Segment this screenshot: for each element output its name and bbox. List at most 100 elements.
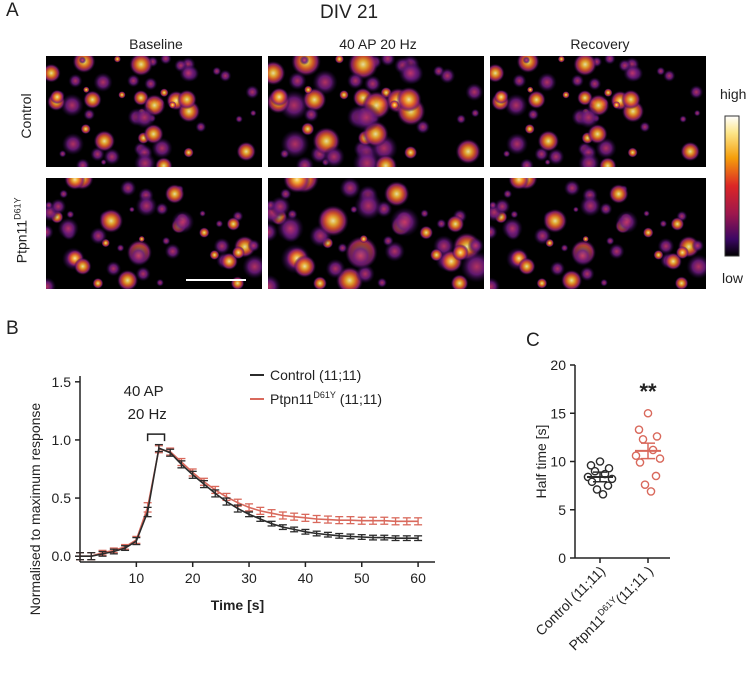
heatmap-spot bbox=[526, 86, 534, 94]
heatmap-spot bbox=[674, 276, 689, 289]
heatmap-spot bbox=[599, 157, 617, 167]
heatmap-spot bbox=[549, 261, 566, 277]
legend-label-tail: (11;11) bbox=[336, 391, 382, 407]
data-point bbox=[638, 435, 648, 444]
heatmap-spot bbox=[75, 158, 90, 167]
heatmap-spot bbox=[383, 181, 410, 207]
heatmap-tile bbox=[268, 178, 484, 289]
heatmap-spot bbox=[577, 106, 600, 129]
heatmap-spot bbox=[155, 157, 173, 167]
x-tick-label: 40 bbox=[298, 570, 314, 586]
heatmap-spot bbox=[587, 123, 608, 145]
heatmap-spot bbox=[92, 277, 104, 289]
heatmap-spot bbox=[116, 244, 125, 252]
heatmap-spot bbox=[268, 222, 278, 242]
heatmap-spot bbox=[195, 121, 207, 133]
x-tick-label: 10 bbox=[129, 570, 145, 586]
heatmap-spot bbox=[126, 74, 140, 88]
heatmap-spot bbox=[642, 227, 654, 238]
legend-label-sup: D61Y bbox=[313, 390, 336, 400]
heatmap-spot bbox=[127, 245, 150, 267]
heatmap-spot bbox=[209, 249, 220, 260]
heatmap-spot bbox=[156, 278, 164, 287]
x-tick-label: 60 bbox=[410, 570, 426, 586]
heatmap-spot bbox=[242, 254, 262, 279]
heatmap-spot bbox=[608, 243, 625, 260]
heatmap-spot bbox=[325, 258, 346, 279]
heatmap-spot bbox=[138, 235, 145, 243]
y-tick-label: 0.5 bbox=[52, 490, 72, 506]
data-point bbox=[635, 458, 645, 467]
heatmap-spot bbox=[504, 93, 528, 117]
heatmap-spot bbox=[508, 178, 530, 190]
heatmap-spot bbox=[93, 72, 113, 92]
heatmap-spot bbox=[61, 132, 85, 156]
data-point bbox=[652, 432, 662, 441]
legend-label-base: Ptpn11 bbox=[270, 391, 314, 407]
heatmap-spot bbox=[299, 56, 310, 66]
heatmap-spot bbox=[603, 88, 613, 98]
data-point bbox=[603, 481, 613, 490]
heatmap-spot bbox=[505, 132, 529, 156]
heatmap-spot bbox=[283, 178, 311, 194]
heatmap-spot bbox=[66, 210, 75, 219]
heatmap-spot bbox=[312, 276, 327, 289]
heatmap-spot bbox=[396, 86, 422, 113]
heatmap-spot bbox=[144, 77, 158, 91]
heatmap-spot bbox=[213, 237, 231, 255]
annotation-line1: 40 AP bbox=[124, 383, 164, 400]
colorbar-low-label: low bbox=[722, 270, 744, 286]
heatmap-spot bbox=[490, 224, 498, 240]
heatmap-spot bbox=[161, 236, 171, 246]
heatmap-spot bbox=[80, 123, 91, 135]
heatmap-spot bbox=[346, 72, 364, 90]
heatmap-spot bbox=[72, 56, 96, 74]
heatmap-spot bbox=[198, 227, 210, 238]
colorbar-high-label: high bbox=[720, 86, 747, 102]
heatmap-spot bbox=[219, 69, 232, 82]
heatmap-spot bbox=[304, 85, 313, 94]
heatmap-spot bbox=[612, 101, 621, 109]
heatmap-spot bbox=[560, 244, 569, 252]
heatmap-spot bbox=[659, 219, 668, 228]
heatmap-spot bbox=[82, 86, 90, 94]
heatmap-spot bbox=[359, 234, 368, 244]
y-tick-label: 0.0 bbox=[52, 548, 72, 564]
heatmap-spot bbox=[562, 91, 570, 99]
heatmap-spot bbox=[490, 277, 501, 289]
heatmap-spot bbox=[605, 236, 615, 246]
heatmap-spot bbox=[533, 227, 552, 245]
heatmap-spot bbox=[470, 108, 480, 118]
heatmap-spot bbox=[450, 274, 469, 289]
heatmap-spot bbox=[429, 248, 444, 262]
heatmap-spot bbox=[337, 242, 348, 254]
heatmap-spot bbox=[245, 85, 260, 100]
legend-label: Ptpn11D61Y (11;11) bbox=[270, 390, 382, 407]
heatmap-spot bbox=[390, 207, 420, 237]
heatmap-spot bbox=[93, 130, 116, 152]
heatmap-spot bbox=[293, 255, 317, 278]
column-title-recovery: Recovery bbox=[570, 36, 630, 52]
heatmap-spot bbox=[527, 108, 540, 121]
heatmap-spot bbox=[49, 89, 65, 105]
heatmap-spot bbox=[537, 130, 560, 152]
data-point bbox=[640, 480, 650, 489]
heatmap-spot bbox=[57, 217, 79, 239]
series-line bbox=[80, 448, 419, 557]
heatmap-spot bbox=[563, 179, 581, 197]
heatmap-spot bbox=[105, 261, 122, 277]
heatmap-spot bbox=[537, 72, 557, 92]
heatmap-tile bbox=[268, 56, 484, 167]
heatmap-spot bbox=[693, 109, 701, 117]
heatmap-spot bbox=[301, 122, 315, 136]
heatmap-spot bbox=[164, 184, 185, 204]
x-tick-label: 30 bbox=[241, 570, 257, 586]
heatmap-spot bbox=[518, 257, 536, 276]
data-point bbox=[651, 471, 661, 481]
category-label: Ptpn11D61Y(11;11 ) bbox=[565, 562, 656, 653]
heatmap-spot bbox=[231, 246, 245, 260]
heatmap-spot bbox=[212, 66, 222, 76]
heatmap-spot bbox=[573, 56, 597, 77]
line-chart: 0.0 0.5 1.0 1.5 10 20 30 40 50 60 Time [s] Normalis… bbox=[27, 367, 435, 615]
